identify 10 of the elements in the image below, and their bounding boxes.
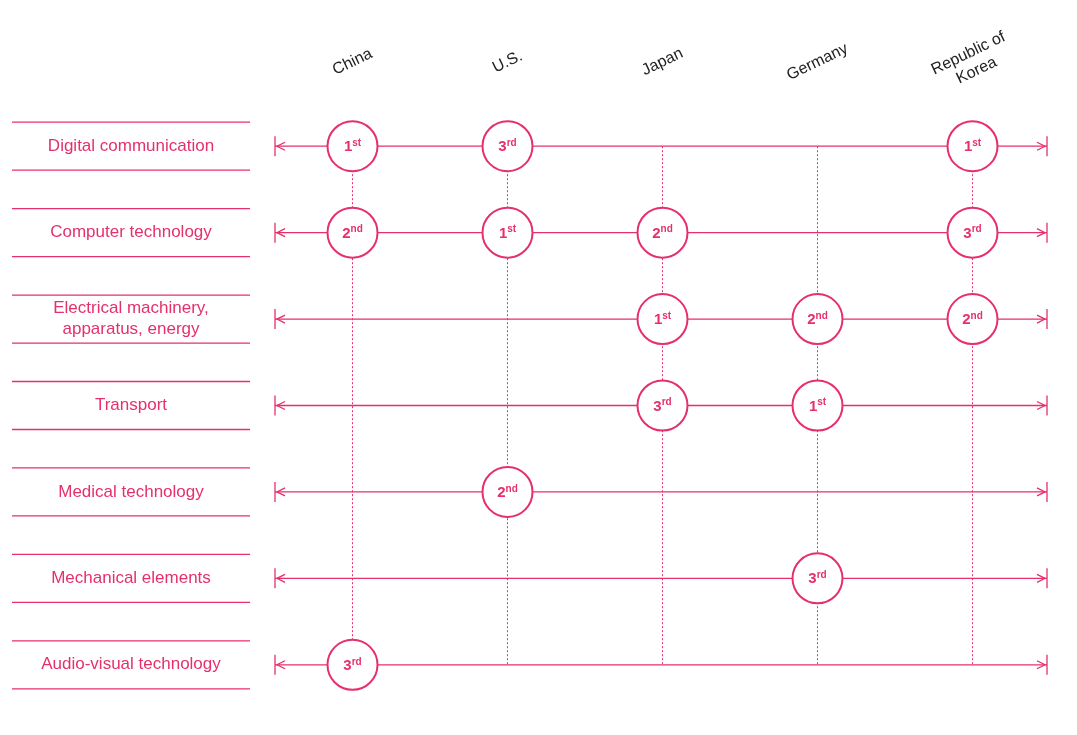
y-tick-label: Medical technology (58, 481, 205, 501)
y-tick-label: Mechanical elements (51, 568, 211, 588)
y-tick-label: Digital communication (47, 135, 215, 155)
y-tick-label: Audio-visual technology (41, 654, 222, 674)
y-tick-label: Computer technology (50, 222, 213, 242)
y-tick-label: Transport (94, 395, 168, 415)
y-tick-label: Electrical machinery, apparatus, energy (53, 298, 209, 339)
x-tick-label: Japan (638, 43, 686, 79)
x-tick-label: U.S. (489, 46, 525, 76)
x-tick-label: China (329, 44, 375, 78)
